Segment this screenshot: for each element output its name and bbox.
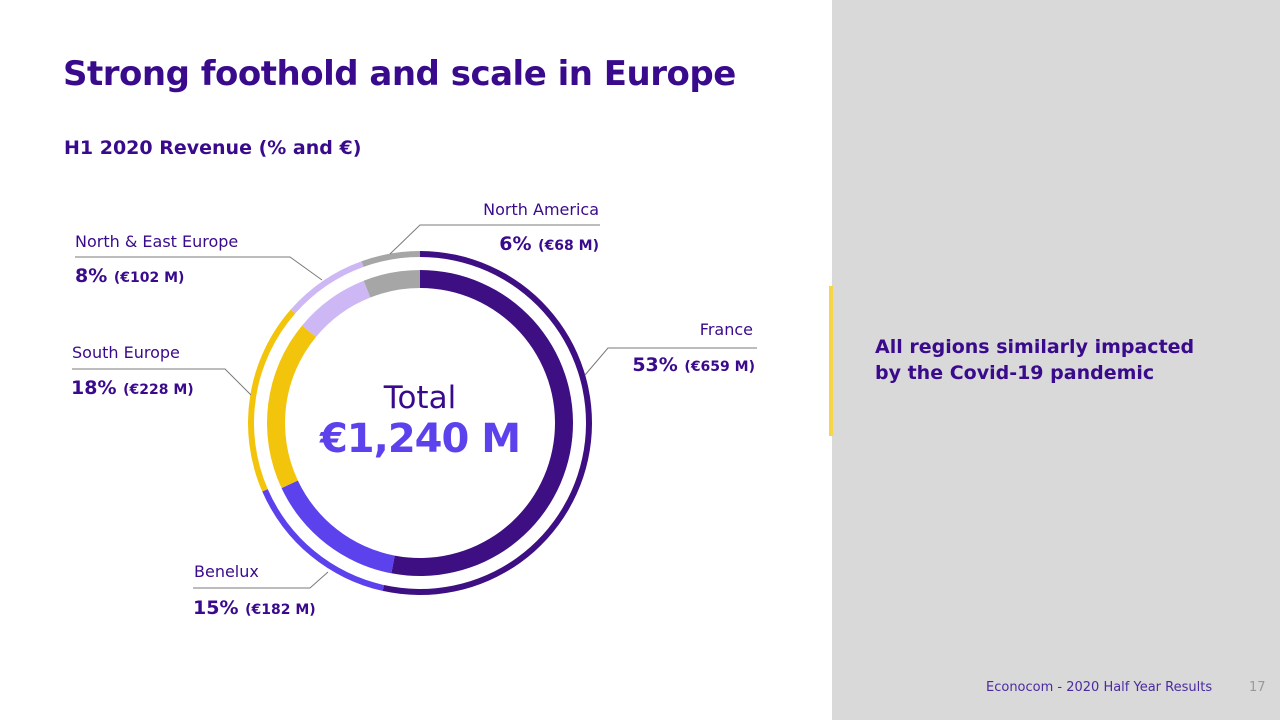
key-message: All regions similarly impacted by the Cov… xyxy=(875,336,1195,384)
side-panel xyxy=(832,0,1280,720)
donut-chart xyxy=(72,224,757,595)
inner-slice-south-europe xyxy=(267,325,316,489)
inner-slice-north-east-europe xyxy=(302,280,371,337)
chart-title: H1 2020 Revenue (% and €) xyxy=(64,137,362,159)
value-south-europe: 18% (€228 M) xyxy=(71,377,194,399)
inner-slice-north-america xyxy=(363,270,420,298)
leader-south-europe xyxy=(72,368,252,396)
footer-text: Econocom - 2020 Half Year Results xyxy=(986,680,1213,695)
outer-slice-north-east-europe xyxy=(290,261,364,314)
page-title: Strong foothold and scale in Europe xyxy=(63,54,736,94)
leader-north-america xyxy=(389,224,600,255)
inner-slice-benelux xyxy=(281,480,395,574)
center-value: €1,240 M xyxy=(319,416,521,462)
label-benelux: Benelux xyxy=(194,562,259,581)
leader-benelux xyxy=(193,571,329,589)
outer-slice-south-europe xyxy=(248,309,296,492)
value-benelux: 15% (€182 M) xyxy=(193,597,316,619)
label-south-europe: South Europe xyxy=(72,343,180,362)
value-north-america: 6% (€68 M) xyxy=(499,233,599,255)
value-north-east-europe: 8% (€102 M) xyxy=(75,265,185,287)
accent-bar xyxy=(829,286,833,436)
label-north-east-europe: North & East Europe xyxy=(75,232,239,251)
leader-france xyxy=(584,347,757,376)
page-number: 17 xyxy=(1249,680,1266,695)
leader-north-east-europe xyxy=(75,256,323,281)
label-france: France xyxy=(699,320,753,339)
center-label: Total xyxy=(383,380,457,416)
label-north-america: North America xyxy=(483,200,599,219)
value-france: 53% (€659 M) xyxy=(632,354,755,376)
outer-slice-north-america xyxy=(361,251,420,267)
